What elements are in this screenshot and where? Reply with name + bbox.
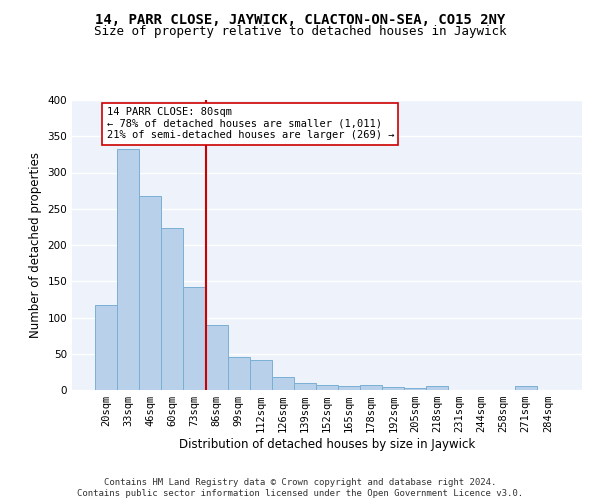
Text: 14, PARR CLOSE, JAYWICK, CLACTON-ON-SEA, CO15 2NY: 14, PARR CLOSE, JAYWICK, CLACTON-ON-SEA,… (95, 12, 505, 26)
Bar (316, 385, 338, 390)
Bar (272, 377, 294, 390)
Bar (427, 386, 448, 390)
Bar (250, 360, 272, 390)
Y-axis label: Number of detached properties: Number of detached properties (29, 152, 42, 338)
Bar (382, 387, 404, 390)
Text: Contains HM Land Registry data © Crown copyright and database right 2024.
Contai: Contains HM Land Registry data © Crown c… (77, 478, 523, 498)
Bar (139, 196, 161, 390)
Text: 14 PARR CLOSE: 80sqm
← 78% of detached houses are smaller (1,011)
21% of semi-de: 14 PARR CLOSE: 80sqm ← 78% of detached h… (107, 108, 394, 140)
Bar (227, 356, 250, 390)
Bar (294, 384, 316, 390)
Bar (404, 388, 427, 390)
Bar (161, 228, 184, 390)
Text: Size of property relative to detached houses in Jaywick: Size of property relative to detached ho… (94, 25, 506, 38)
Bar (360, 385, 382, 390)
X-axis label: Distribution of detached houses by size in Jaywick: Distribution of detached houses by size … (179, 438, 475, 451)
Bar (338, 386, 360, 390)
Bar (515, 386, 537, 390)
Bar (95, 305, 117, 390)
Bar (206, 325, 227, 390)
Bar (117, 150, 139, 390)
Bar (184, 287, 206, 390)
